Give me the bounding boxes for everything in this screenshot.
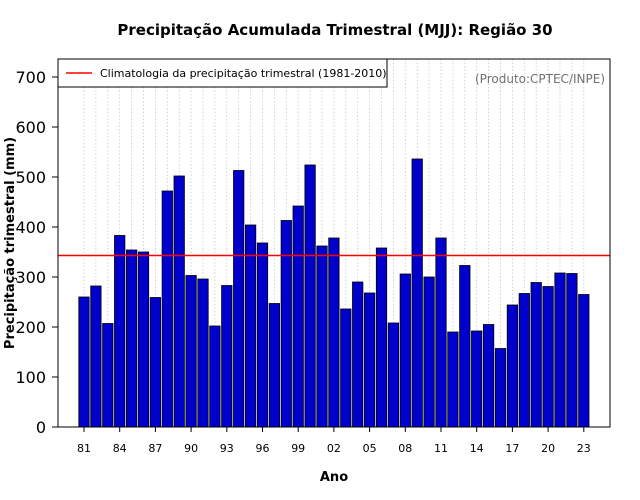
x-tick-label: 14 [470, 442, 484, 455]
x-tick-label: 90 [184, 442, 198, 455]
y-tick-label: 200 [15, 318, 46, 337]
bar-08 [399, 273, 411, 428]
bar-09 [411, 158, 423, 428]
bar-18 [518, 293, 530, 428]
x-tick-label: 99 [291, 442, 305, 455]
bar-84 [114, 235, 126, 428]
y-axis-label: Precipitação trimestral (mm) [3, 137, 18, 349]
bar-22 [566, 273, 578, 428]
bar-16 [494, 348, 507, 428]
bar-96 [256, 242, 269, 428]
x-tick-label: 17 [505, 442, 519, 455]
bar-97 [268, 303, 281, 428]
bar-12 [447, 331, 459, 428]
bar-23 [578, 294, 590, 428]
legend: Climatologia da precipitação trimestral … [57, 58, 388, 88]
y-tick-label: 0 [36, 418, 46, 437]
x-tick-label: 20 [541, 442, 555, 455]
x-tick-label: 08 [398, 442, 412, 455]
bar-88 [161, 190, 173, 428]
bar-85 [126, 249, 138, 428]
x-tick-label: 23 [577, 442, 591, 455]
bar-20 [542, 286, 554, 428]
bar-03 [340, 308, 352, 428]
bar-01 [316, 245, 328, 428]
bar-19 [530, 282, 542, 428]
bar-81 [78, 296, 90, 428]
bar-11 [435, 237, 447, 428]
legend-box [57, 58, 388, 88]
bar-98 [280, 220, 292, 428]
bar-04 [352, 281, 364, 428]
x-tick-label: 87 [148, 442, 162, 455]
bar-06 [375, 247, 388, 428]
bar-90 [185, 275, 197, 428]
x-tick-label: 81 [77, 442, 91, 455]
x-axis-label: Ano [320, 470, 348, 485]
chart-title: Precipitação Acumulada Trimestral (MJJ):… [117, 21, 552, 39]
legend-label: Climatologia da precipitação trimestral … [100, 67, 387, 80]
y-tick-label: 300 [15, 268, 46, 287]
bar-93 [221, 285, 233, 428]
bar-83 [102, 323, 114, 428]
y-tick-label: 700 [15, 68, 46, 87]
bar-15 [482, 324, 495, 428]
bar-89 [173, 175, 185, 428]
y-tick-label: 400 [15, 218, 46, 237]
x-tick-label: 02 [327, 442, 341, 455]
x-tick-label: 11 [434, 442, 448, 455]
x-tick-label: 84 [113, 442, 127, 455]
x-tick-label: 96 [256, 442, 270, 455]
bar-87 [149, 297, 161, 428]
bar-00 [304, 164, 316, 428]
bar-13 [459, 265, 471, 428]
x-tick-label: 05 [363, 442, 377, 455]
bar-86 [137, 251, 150, 428]
bar-92 [209, 325, 221, 428]
bar-series [78, 158, 590, 428]
y-tick-label: 500 [15, 168, 46, 187]
bar-07 [387, 322, 400, 428]
bar-99 [292, 205, 304, 428]
bar-14 [471, 330, 483, 428]
bar-21 [554, 272, 566, 428]
y-axis: 0 100 200 300 400 500 600 700 [15, 68, 58, 437]
y-tick-label: 600 [15, 118, 46, 137]
x-axis: 81 84 87 90 93 96 99 02 05 08 11 14 17 20 23 [77, 427, 591, 455]
y-tick-label: 100 [15, 368, 46, 387]
bar-05 [363, 292, 376, 428]
product-credit: (Produto:CPTEC/INPE) [475, 72, 605, 86]
bar-10 [423, 276, 435, 428]
bar-94 [233, 170, 245, 428]
x-tick-label: 93 [220, 442, 234, 455]
bar-91 [197, 278, 209, 428]
bar-17 [506, 304, 519, 428]
bar-02 [328, 237, 340, 428]
bar-82 [90, 285, 102, 428]
